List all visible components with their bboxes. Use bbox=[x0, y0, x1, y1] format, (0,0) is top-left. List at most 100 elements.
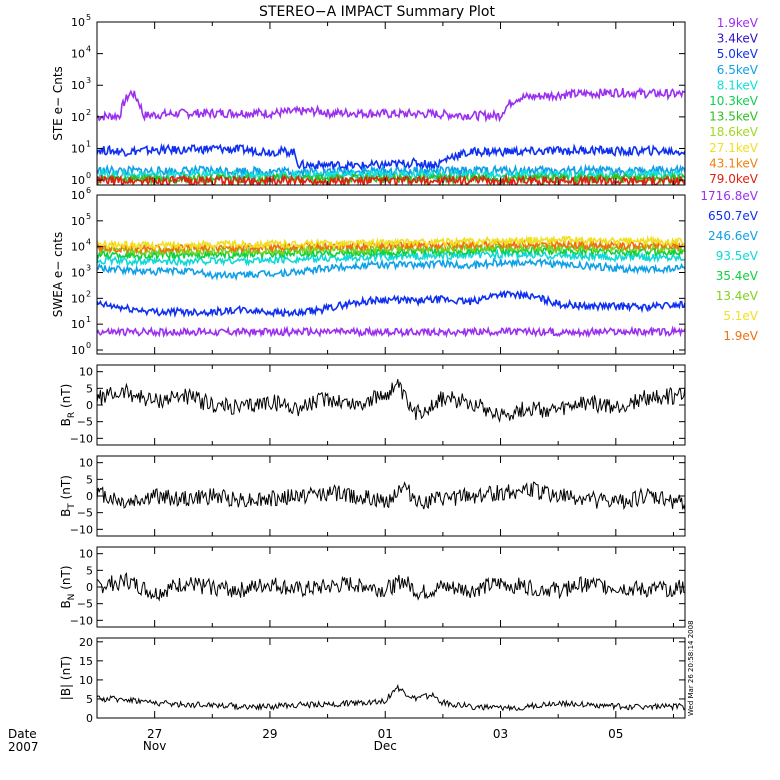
legend-entry: 13.5keV bbox=[709, 110, 759, 124]
series-line bbox=[97, 142, 685, 173]
y-tick-exponent: 4 bbox=[86, 45, 91, 54]
y-axis-label: BN (nT) bbox=[59, 565, 77, 608]
y-tick-label: −5 bbox=[77, 416, 93, 429]
x-tick-month: Nov bbox=[143, 739, 166, 753]
y-tick-label: 10 bbox=[71, 344, 85, 357]
series-line bbox=[97, 325, 685, 339]
y-axis-label: SWEA e− cnts bbox=[51, 232, 65, 318]
series-line bbox=[97, 255, 685, 282]
legend-entry: 1.9eV bbox=[723, 329, 758, 343]
panel-br: 10 5 0 −5 −10 BR (nT) bbox=[59, 364, 686, 446]
y-tick-exponent: 4 bbox=[86, 238, 91, 247]
y-tick-exponent: 0 bbox=[86, 171, 91, 180]
series-group-bn bbox=[97, 571, 685, 602]
legend-entry: 35.4eV bbox=[716, 269, 759, 283]
y-tick-label: 5 bbox=[86, 382, 93, 395]
series-line bbox=[97, 234, 685, 251]
series-line bbox=[97, 683, 685, 712]
y-tick-label: −5 bbox=[77, 598, 93, 611]
y-tick-label: 10 bbox=[71, 241, 85, 254]
y-tick-exponent: 2 bbox=[86, 289, 91, 298]
legend-entry: 650.7eV bbox=[708, 209, 759, 223]
series-group-bt bbox=[97, 481, 685, 511]
y-tick-label: 10 bbox=[79, 457, 93, 470]
series-line bbox=[97, 248, 685, 268]
y-tick-label: 10 bbox=[71, 292, 85, 305]
y-tick-label: 10 bbox=[71, 142, 85, 155]
legend-entry: 1716.8eV bbox=[700, 189, 758, 203]
x-tick-day: 01 bbox=[378, 727, 393, 741]
y-tick-label: 15 bbox=[79, 655, 93, 668]
legend-entry: 43.1keV bbox=[709, 156, 759, 170]
series-group-bmag bbox=[97, 683, 685, 712]
year-label: 2007 bbox=[8, 740, 39, 754]
y-tick-label: −5 bbox=[77, 507, 93, 520]
series-line bbox=[97, 481, 685, 511]
y-tick-label: 10 bbox=[71, 189, 85, 202]
y-tick-label: 10 bbox=[71, 266, 85, 279]
legend-entry: 1.9keV bbox=[717, 16, 759, 30]
y-tick-label: 0 bbox=[86, 399, 93, 412]
footer-stamp: Wed Mar 26 20:58:14 2008 bbox=[687, 620, 695, 716]
series-line bbox=[97, 163, 685, 179]
y-tick-label: 10 bbox=[79, 548, 93, 561]
y-tick-exponent: 3 bbox=[86, 76, 91, 85]
y-tick-label: 5 bbox=[86, 564, 93, 577]
legend-entry: 93.5eV bbox=[716, 249, 759, 263]
y-axis-label: |B| (nT) bbox=[59, 656, 73, 700]
legend-entry: 5.1eV bbox=[723, 309, 758, 323]
y-tick-exponent: 1 bbox=[86, 139, 91, 148]
panel-bmag: 20 15 10 5 0 |B| (nT) bbox=[59, 636, 686, 725]
y-tick-label: −10 bbox=[70, 614, 93, 627]
y-tick-label: 10 bbox=[71, 174, 85, 187]
y-tick-label: 20 bbox=[79, 636, 93, 649]
legend-entry: 10.3keV bbox=[709, 94, 759, 108]
date-label: Date bbox=[8, 727, 37, 741]
x-tick-day: 27 bbox=[147, 727, 162, 741]
legend-entry: 18.6keV bbox=[709, 125, 759, 139]
plot-title: STEREO−A IMPACT Summary Plot bbox=[259, 4, 496, 20]
series-line bbox=[97, 173, 685, 185]
y-tick-label: 10 bbox=[79, 366, 93, 379]
panel-frame bbox=[96, 194, 686, 355]
legend-entry: 79.0keV bbox=[709, 172, 759, 186]
y-tick-label: 0 bbox=[86, 581, 93, 594]
series-group-swea bbox=[97, 234, 685, 339]
y-axis-label: STE e− Cnts bbox=[51, 66, 65, 141]
y-tick-label: −10 bbox=[70, 523, 93, 536]
series-group-br bbox=[97, 378, 685, 424]
y-tick-label: 0 bbox=[86, 712, 93, 725]
legend-entry: 8.1keV bbox=[717, 78, 759, 92]
y-tick-label: 10 bbox=[71, 16, 85, 29]
legend-entry: 246.6eV bbox=[708, 229, 759, 243]
x-tick-day: 05 bbox=[608, 727, 623, 741]
y-tick-label: 5 bbox=[86, 693, 93, 706]
y-tick-exponent: 5 bbox=[86, 13, 91, 22]
series-line bbox=[97, 378, 685, 424]
y-tick-label: −10 bbox=[70, 432, 93, 445]
panel-bn: 10 5 0 −5 −10 BN (nT) bbox=[59, 546, 686, 628]
legend-entry: 27.1keV bbox=[709, 141, 759, 155]
y-tick-exponent: 1 bbox=[86, 315, 91, 324]
panel-frame bbox=[96, 364, 686, 446]
y-tick-label: 10 bbox=[79, 674, 93, 687]
series-line bbox=[97, 86, 685, 123]
panel-frame bbox=[96, 21, 686, 186]
y-tick-label: 10 bbox=[71, 111, 85, 124]
y-axis-label: BR (nT) bbox=[59, 384, 77, 427]
y-tick-exponent: 0 bbox=[86, 341, 91, 350]
panel-frame bbox=[96, 637, 686, 719]
series-line bbox=[97, 571, 685, 602]
x-tick-day: 03 bbox=[493, 727, 508, 741]
series-line bbox=[97, 289, 685, 319]
y-tick-exponent: 5 bbox=[86, 212, 91, 221]
series-group-ste bbox=[97, 86, 685, 185]
x-tick-month: Dec bbox=[374, 739, 397, 753]
y-tick-label: 0 bbox=[86, 490, 93, 503]
y-tick-label: 10 bbox=[71, 215, 85, 228]
